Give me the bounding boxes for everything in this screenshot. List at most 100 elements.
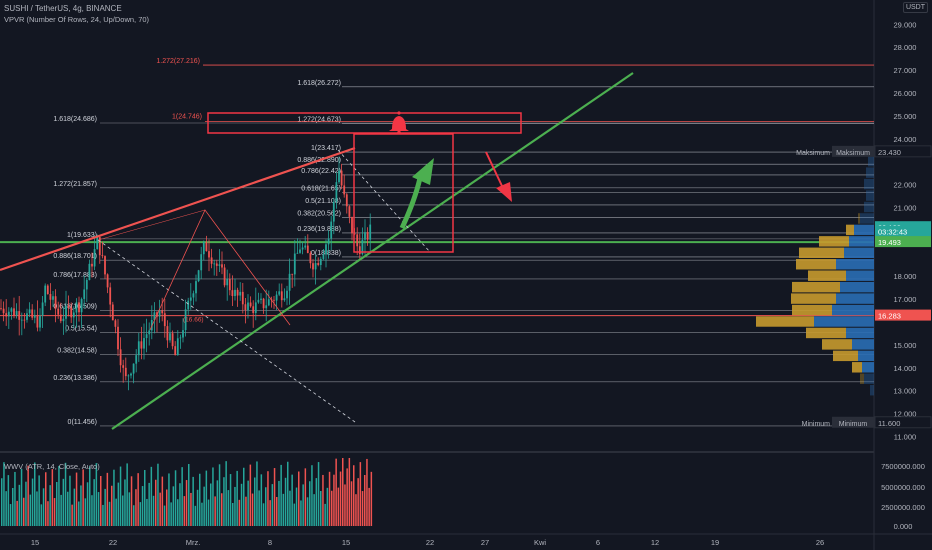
candle-body bbox=[356, 234, 359, 247]
vpvr-indicator-label[interactable]: VPVR (Number Of Rows, 24, Up/Down, 70) bbox=[4, 15, 150, 24]
price-tag bbox=[875, 309, 931, 321]
time-axis-label: Mrz. bbox=[186, 538, 201, 547]
fib-right-label: 0.786(22.42) bbox=[301, 168, 341, 175]
volume-bar bbox=[1, 478, 3, 526]
candle-body bbox=[343, 185, 346, 195]
volume-bar bbox=[205, 470, 208, 526]
volume-profile-bar-down bbox=[808, 270, 846, 281]
volume-profile-bar-up bbox=[840, 281, 874, 293]
volume-profile-bar-up bbox=[836, 259, 874, 270]
volume-profile-bar-up bbox=[832, 304, 874, 316]
support-trendline bbox=[111, 72, 634, 430]
candle-body bbox=[75, 302, 78, 313]
volume-profile-bar-up bbox=[864, 201, 874, 213]
candle-body bbox=[59, 314, 62, 322]
candle-body bbox=[309, 253, 312, 264]
currency-button[interactable]: USDT bbox=[902, 2, 928, 13]
volume-bar bbox=[309, 481, 311, 526]
time-axis-label: 22 bbox=[426, 538, 434, 547]
price-axis-label: 25.000 bbox=[894, 112, 917, 121]
volume-bar bbox=[342, 458, 344, 526]
volume-bar bbox=[58, 465, 60, 526]
volume-bar bbox=[265, 487, 267, 526]
volume-bar bbox=[78, 501, 80, 526]
price-axis-label: 18.000 bbox=[894, 272, 917, 281]
symbol-title: SUSHI / TetherUS, 4g, BINANCE bbox=[4, 4, 122, 13]
candle-body bbox=[273, 299, 275, 301]
volume-bar bbox=[102, 504, 104, 526]
candle-body bbox=[322, 254, 325, 259]
candle-body bbox=[36, 315, 39, 328]
volume-bar bbox=[280, 464, 282, 526]
candle-body bbox=[7, 311, 10, 317]
candle-body bbox=[28, 309, 31, 314]
fib-left-label: 0.5(15.54) bbox=[65, 326, 97, 333]
candle-body bbox=[49, 294, 52, 300]
volume-bar bbox=[53, 498, 56, 526]
candle-body bbox=[184, 309, 187, 331]
candle-body bbox=[57, 308, 60, 315]
time-axis-label: 6 bbox=[596, 538, 600, 547]
volume-bar bbox=[47, 501, 49, 526]
candle-body bbox=[319, 258, 322, 265]
volume-bar bbox=[322, 474, 324, 526]
volume-bar bbox=[245, 496, 247, 526]
volume-bar bbox=[339, 471, 342, 526]
volume-bar bbox=[75, 472, 78, 526]
candle-body bbox=[254, 302, 257, 314]
candle-body bbox=[145, 334, 148, 339]
volume-profile-bar-down bbox=[792, 281, 840, 293]
fib-left-label: 0.786(17.883) bbox=[53, 272, 97, 279]
volume-bar bbox=[7, 475, 10, 526]
volume-bar bbox=[119, 466, 122, 526]
candle-body bbox=[283, 298, 286, 301]
candle-body bbox=[161, 310, 164, 314]
volume-bar bbox=[69, 475, 71, 526]
volume-profile-bar-down bbox=[819, 236, 849, 247]
candle-body bbox=[332, 201, 335, 222]
volume-bar bbox=[40, 504, 43, 526]
green-arrow-icon bbox=[399, 177, 423, 230]
fib-right-label: 0.618(21.65) bbox=[301, 186, 341, 193]
volume-bar bbox=[333, 474, 335, 526]
candle-body bbox=[231, 290, 234, 297]
volume-bar bbox=[346, 468, 348, 526]
time-axis-label: 26 bbox=[816, 538, 824, 547]
volume-bar bbox=[304, 468, 307, 526]
candle-body bbox=[369, 224, 372, 240]
candle-body bbox=[78, 302, 80, 313]
target-box bbox=[353, 133, 454, 253]
candle-body bbox=[221, 264, 223, 268]
volume-bar bbox=[172, 486, 175, 526]
volume-bar bbox=[25, 481, 27, 526]
volume-bar bbox=[212, 467, 214, 526]
wwv-indicator-label[interactable]: WWV (ATR, 14, Close, Auto) bbox=[4, 462, 100, 471]
volume-bar bbox=[170, 502, 172, 526]
volume-bar bbox=[293, 503, 296, 526]
volume-profile-bar-up bbox=[866, 167, 874, 178]
volume-bar bbox=[157, 463, 159, 526]
volume-bar bbox=[370, 471, 373, 526]
volume-bar bbox=[34, 462, 36, 526]
time-axis-label: 12 bbox=[651, 538, 659, 547]
candle-body bbox=[179, 337, 182, 339]
volume-bar bbox=[179, 483, 181, 526]
volume-bar bbox=[271, 484, 274, 526]
volume-profile-bar-up bbox=[870, 384, 874, 396]
candle-body bbox=[140, 341, 143, 349]
candle-body bbox=[244, 304, 247, 311]
candle-body bbox=[62, 318, 65, 322]
volume-bar bbox=[278, 480, 280, 526]
alert-bell-icon bbox=[397, 130, 401, 135]
volume-profile-bar-down bbox=[792, 304, 832, 316]
volume-bar bbox=[249, 464, 252, 526]
volume-bar bbox=[71, 504, 73, 526]
price-tag-value: 11.600 bbox=[878, 419, 900, 428]
candle-body bbox=[124, 367, 127, 377]
price-tag-caption: Maksimum bbox=[796, 150, 830, 157]
candle-body bbox=[213, 263, 216, 265]
price-tag-caption-bg bbox=[832, 145, 874, 157]
candle-body bbox=[104, 256, 106, 275]
volume-bar bbox=[203, 486, 205, 526]
